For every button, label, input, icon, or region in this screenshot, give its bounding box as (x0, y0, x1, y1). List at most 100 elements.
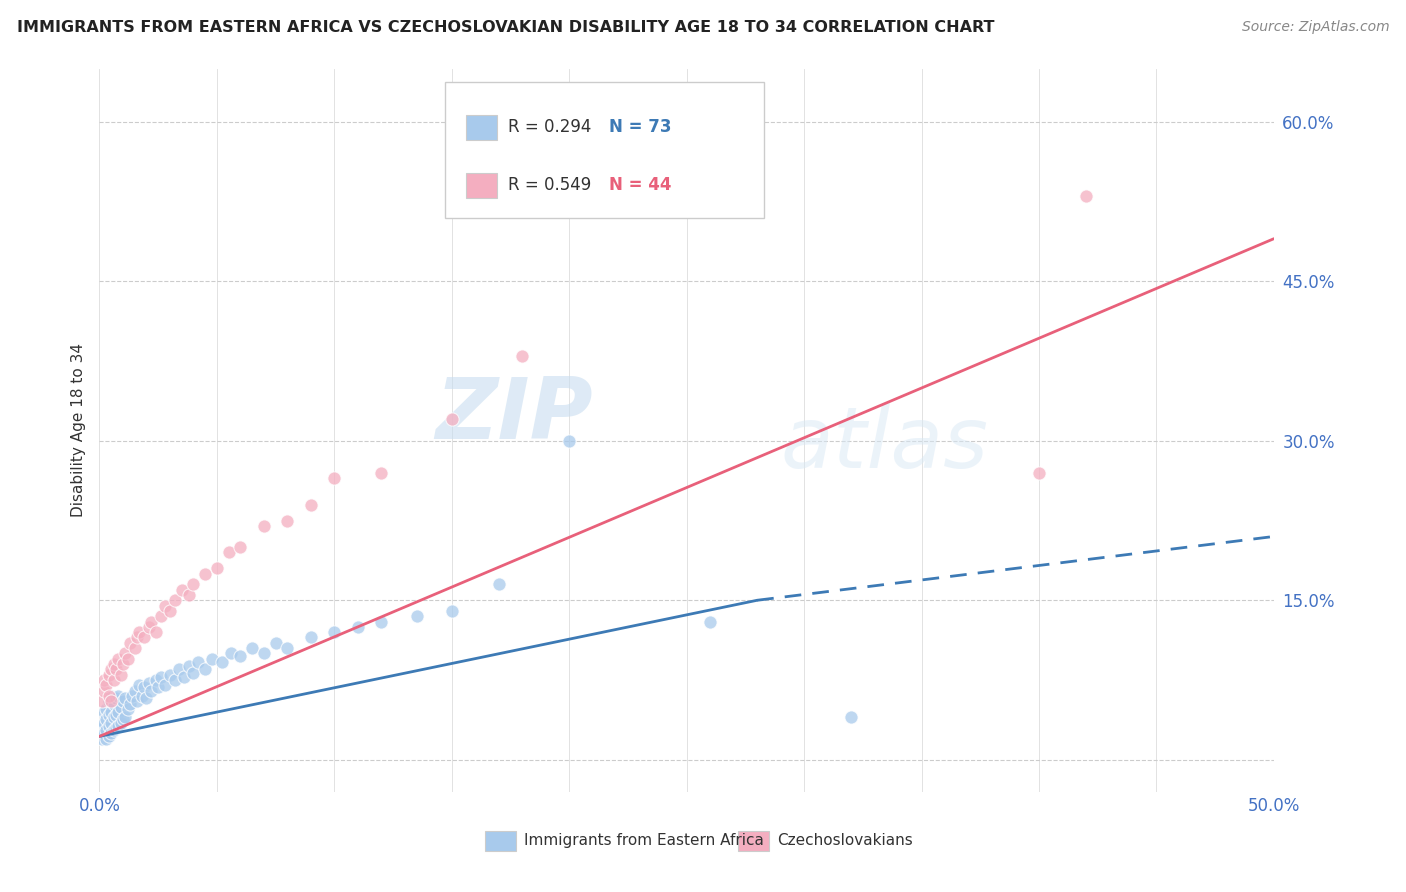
Point (264, 636, 287, 650)
Point (139, 683, 162, 698)
Point (145, 625, 167, 640)
Point (205, 561, 228, 575)
Point (346, 620, 368, 634)
Point (276, 641, 298, 656)
Point (370, 615, 392, 629)
Point (146, 681, 169, 695)
Point (96, 678, 118, 692)
Point (163, 593, 186, 607)
Point (97, 667, 120, 681)
Point (183, 665, 205, 680)
Point (104, 708, 127, 723)
Text: Source: ZipAtlas.com: Source: ZipAtlas.com (1241, 20, 1389, 34)
Point (488, 577, 510, 591)
Point (103, 698, 125, 712)
Point (103, 723, 125, 737)
Point (96, 731, 118, 746)
Point (139, 615, 162, 629)
Point (100, 662, 122, 676)
Point (132, 631, 155, 645)
Y-axis label: Disability Age 18 to 34: Disability Age 18 to 34 (72, 343, 86, 517)
Point (138, 676, 160, 690)
Point (187, 655, 209, 669)
Point (510, 349, 533, 363)
Point (1074, 189, 1097, 203)
Point (100, 694, 122, 708)
Point (177, 659, 200, 673)
Point (124, 641, 146, 656)
Point (117, 702, 139, 716)
Point (173, 670, 195, 684)
Point (323, 625, 346, 640)
Point (177, 588, 200, 602)
Point (138, 620, 160, 634)
Point (111, 712, 134, 726)
Point (110, 715, 132, 730)
Point (93, 705, 115, 719)
Point (100, 689, 122, 703)
Point (229, 648, 252, 663)
Point (132, 681, 155, 695)
Text: R = 0.549: R = 0.549 (508, 177, 592, 194)
Point (97, 694, 120, 708)
Point (276, 514, 298, 528)
Point (114, 647, 136, 661)
Point (159, 604, 181, 618)
Point (370, 466, 392, 480)
Point (96, 723, 118, 737)
Point (111, 657, 134, 671)
Point (114, 691, 136, 706)
Point (103, 673, 125, 687)
Point (103, 710, 125, 724)
Point (131, 689, 153, 703)
Point (111, 694, 134, 708)
Text: Czechoslovakians: Czechoslovakians (778, 833, 914, 848)
Point (118, 698, 141, 712)
Point (104, 721, 127, 735)
Point (218, 545, 240, 559)
Point (159, 667, 181, 681)
Point (240, 641, 263, 656)
Point (169, 662, 191, 676)
Point (104, 662, 127, 676)
Point (107, 705, 129, 719)
Point (93, 683, 115, 698)
Point (145, 673, 167, 687)
Point (96, 712, 118, 726)
Point (107, 652, 129, 666)
Point (149, 670, 172, 684)
Point (125, 631, 148, 645)
Text: R = 0.294: R = 0.294 (508, 118, 592, 136)
Point (170, 582, 193, 597)
Point (155, 678, 177, 692)
Point (118, 636, 141, 650)
Point (100, 715, 122, 730)
Point (103, 657, 125, 671)
Point (211, 655, 233, 669)
Point (125, 694, 148, 708)
Point (97, 708, 120, 723)
Point (107, 689, 129, 703)
Point (135, 691, 157, 706)
Text: N = 73: N = 73 (609, 118, 672, 136)
Point (405, 609, 427, 624)
Point (100, 705, 122, 719)
Point (253, 647, 276, 661)
Point (163, 673, 186, 687)
Point (93, 715, 115, 730)
Point (110, 699, 132, 714)
Point (124, 683, 146, 698)
Text: atlas: atlas (780, 403, 988, 486)
Point (299, 498, 322, 512)
Point (440, 604, 463, 618)
Point (440, 412, 463, 426)
Point (93, 726, 115, 740)
Point (201, 652, 224, 666)
Point (128, 678, 150, 692)
Point (194, 566, 217, 581)
Point (104, 691, 127, 706)
Point (90, 694, 112, 708)
Point (97, 719, 120, 733)
Text: ZIP: ZIP (434, 374, 593, 457)
Text: Immigrants from Eastern Africa: Immigrants from Eastern Africa (524, 833, 765, 848)
